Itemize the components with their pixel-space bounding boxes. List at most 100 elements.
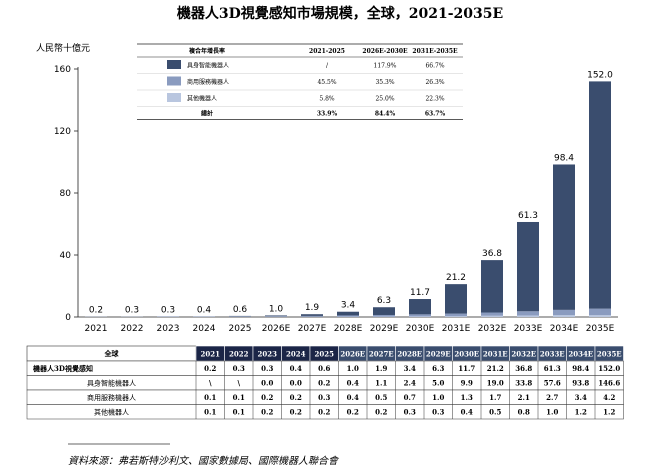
table-cell-value: 4.2 [603, 393, 615, 402]
x-tick-label: 2030E [406, 324, 435, 334]
x-tick-label: 2022 [121, 324, 144, 334]
table-cell-value: 0.5 [489, 408, 501, 417]
table-cell-value: 0.1 [233, 408, 245, 417]
y-tick-label: 40 [60, 251, 72, 261]
x-tick-label: 2029E [370, 324, 399, 334]
table-year-header: 2029E [426, 350, 451, 359]
table-cell-value: 57.6 [544, 379, 561, 388]
bar-value-label: 0.3 [161, 306, 175, 316]
x-tick-label: 2025 [229, 324, 252, 334]
y-tick-label: 160 [54, 65, 71, 75]
x-tick-label: 2035E [586, 324, 615, 334]
table-cell-value: 0.2 [204, 364, 216, 373]
bar-segment-embodied [517, 221, 539, 312]
bar-value-label: 0.4 [197, 305, 212, 315]
cagr-total-label: 總計 [201, 110, 213, 118]
table-cell-value: 2.1 [518, 393, 530, 402]
x-tick-label: 2028E [334, 324, 363, 334]
table-cell-value: 0.7 [404, 393, 416, 402]
table-year-header: 2027E [369, 350, 394, 359]
table-cell-value: 21.2 [487, 364, 504, 373]
bar-segment-service [517, 311, 539, 316]
cagr-total-value: 84.4% [375, 111, 396, 118]
table-cell-value: 1.9 [375, 364, 387, 373]
table-cell-value: 0.1 [233, 393, 245, 402]
data-table: 全球 2021 2022 2023 2024 2025 2026E 2027E 2028E 202… [26, 345, 624, 420]
table-cell-value: 11.7 [458, 364, 475, 373]
table-row-label: 具身智能機器人 [87, 379, 136, 388]
cagr-header-period: 2021-2025 [309, 48, 345, 55]
bar-segment-embodied [409, 299, 431, 315]
bar-value-label: 11.7 [410, 288, 430, 298]
table-cell-value: 0.4 [347, 379, 359, 388]
table-cell-value: \ [209, 379, 212, 388]
table-year-header: 2033E [540, 350, 565, 359]
bar-value-label: 3.4 [341, 301, 356, 311]
table-cell-value: 0.4 [347, 393, 359, 402]
bar-segment-other [445, 316, 467, 317]
bar-segment-embodied [373, 307, 395, 315]
bar-segment-service [265, 316, 287, 317]
bar-value-label: 98.4 [554, 153, 574, 163]
bar-segment-embodied [553, 164, 575, 310]
cagr-total-value: 33.9% [317, 111, 338, 118]
table-cell-value: 0.2 [261, 393, 273, 402]
table-cell-value: 0.5 [375, 393, 387, 402]
table-year-header: 2024 [286, 350, 306, 359]
table-cell-value: 0.2 [347, 408, 359, 417]
table-cell-value: 0.8 [518, 408, 530, 417]
cagr-row-label: 其他機器人 [187, 95, 217, 103]
table-cell-value: 0.4 [290, 364, 302, 373]
x-tick-label: 2033E [514, 324, 543, 334]
bar-segment-service [553, 309, 575, 316]
bar-value-label: 1.9 [305, 303, 320, 313]
table-cell-value: 6.3 [432, 364, 444, 373]
cagr-table-bg [137, 44, 463, 118]
bars: 0.2 0.3 0.3 0.4 0.6 1.0 1.9 3.4 6.3 11.7 21.2 36.8 6… [85, 70, 613, 317]
bar-segment-service [481, 312, 503, 316]
x-axis-labels: 2021 2022 2023 2024 2025 2026E 2027E 2028E 2029E… [85, 324, 615, 334]
table-cell-value: 9.9 [461, 379, 473, 388]
table-cell-value: 0.3 [404, 408, 416, 417]
table-cell-value: 0.0 [261, 379, 273, 388]
x-tick-label: 2027E [298, 324, 327, 334]
cagr-row-value: 117.9% [374, 63, 397, 70]
x-tick-label: 2023 [157, 324, 180, 334]
table-cell-value: 0.4 [461, 408, 473, 417]
table-year-header: 2032E [511, 350, 536, 359]
cagr-row-value: 45.5% [317, 79, 336, 86]
cagr-header-period: 2026E-2030E [362, 48, 408, 55]
x-tick-label: 2031E [442, 324, 471, 334]
cagr-row-value: 25.0% [375, 96, 394, 103]
table-year-header: 2025 [315, 350, 335, 359]
table-row-bg [26, 404, 624, 420]
table-row-label: 機器人3D視覺感知 [33, 364, 93, 373]
bar-value-label: 21.2 [446, 273, 466, 283]
table-cell-value: 152.0 [598, 364, 620, 373]
table-cell-value: 3.4 [575, 393, 587, 402]
bar-segment-service [301, 315, 323, 317]
bar-segment-embodied [301, 314, 323, 316]
table-year-header: 2028E [397, 350, 422, 359]
bar-segment-service [337, 315, 359, 317]
table-cell-value: 33.8 [515, 379, 532, 388]
bar-value-label: 152.0 [587, 70, 613, 80]
y-tick-label: 120 [54, 127, 71, 137]
table-cell-value: 0.3 [261, 364, 273, 373]
table-cell-value: 1.1 [375, 379, 387, 388]
cagr-legend-swatch [167, 76, 181, 86]
table-cell-value: 0.2 [318, 379, 330, 388]
table-year-header: 2031E [483, 350, 508, 359]
table-cell-value: 1.7 [489, 393, 501, 402]
table-year-header: 2030E [454, 350, 479, 359]
bar-segment-embodied [265, 315, 287, 317]
cagr-row-value: / [326, 63, 329, 70]
cagr-row-value: 35.3% [375, 79, 394, 86]
table-cell-value: 146.6 [598, 379, 620, 388]
table-cell-value: 93.8 [572, 379, 589, 388]
table-cell-value: 0.3 [233, 364, 245, 373]
table-cell-value: 3.4 [404, 364, 416, 373]
table-year-header: 2021 [201, 350, 221, 359]
table-cell-value: 0.2 [318, 408, 330, 417]
table-row-label: 其他機器人 [94, 408, 129, 417]
